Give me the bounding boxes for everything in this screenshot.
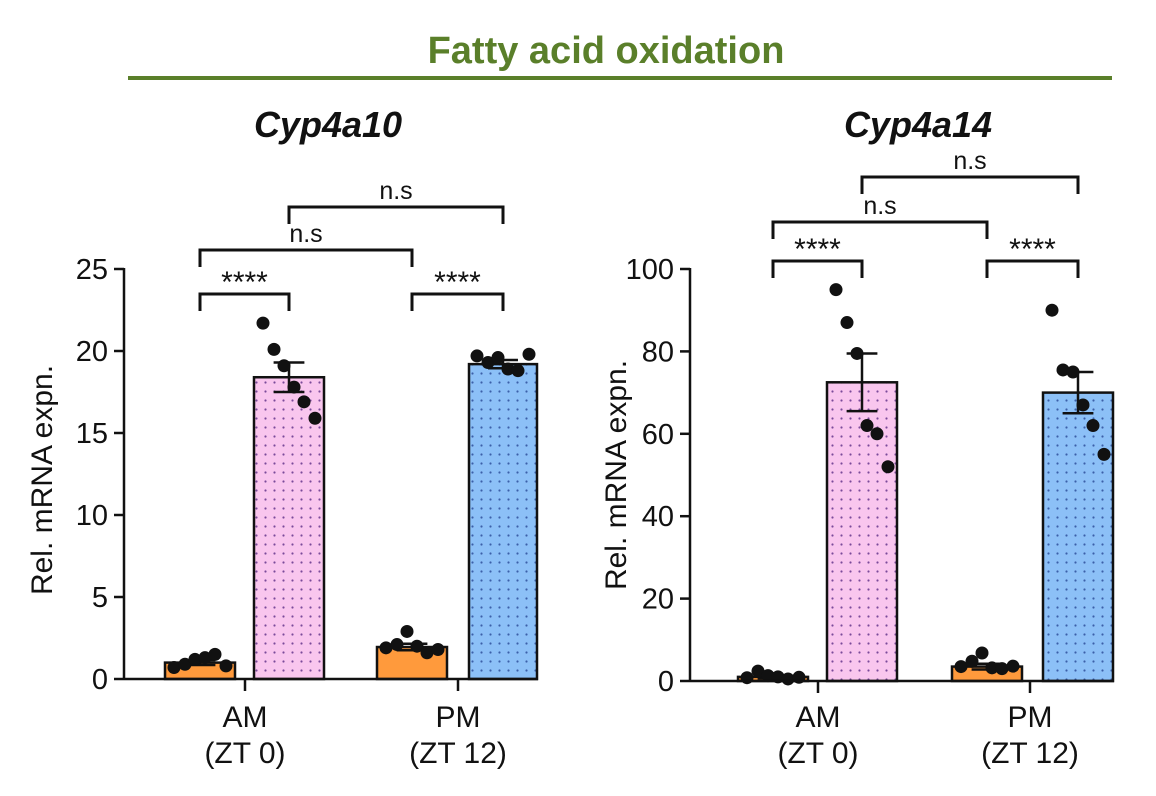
y-tick-label: 25: [76, 254, 108, 286]
panel-title: Cyp4a14: [844, 104, 992, 145]
data-point: [297, 395, 311, 409]
data-point: [1006, 659, 1020, 673]
data-point: [1097, 447, 1111, 461]
data-point: [501, 362, 515, 376]
y-tick-label: 80: [642, 336, 674, 368]
data-point: [1066, 365, 1080, 379]
y-tick-label: 60: [642, 419, 674, 451]
significance-bracket: [198, 248, 414, 267]
data-point: [1045, 303, 1059, 317]
significance-bracket: [771, 220, 989, 239]
ns-label: n.s: [379, 177, 412, 205]
data-point: [995, 662, 1009, 676]
data-point: [740, 671, 754, 685]
data-point: [219, 659, 233, 673]
data-point: [1056, 363, 1070, 377]
category-label: AM: [223, 701, 268, 734]
category-sublabel: (ZT 12): [409, 737, 507, 770]
significance-label: ****: [221, 266, 268, 299]
bar-pm-blue: [1041, 391, 1115, 683]
data-point: [491, 351, 505, 365]
data-point: [954, 660, 968, 674]
data-point: [410, 639, 424, 653]
data-point: [379, 641, 393, 655]
data-point: [277, 359, 291, 373]
category-label: PM: [1008, 701, 1053, 734]
y-tick-label: 40: [642, 501, 674, 533]
data-point: [1086, 419, 1100, 433]
y-tick-label: 20: [76, 336, 108, 368]
data-point: [511, 364, 525, 378]
data-point: [829, 283, 843, 297]
significance-label: ****: [1009, 233, 1056, 266]
data-point: [431, 642, 445, 656]
category-label: PM: [436, 701, 481, 734]
significance-label: ****: [794, 233, 841, 266]
y-axis-label: Rel. mRNA expn.: [26, 365, 59, 595]
data-point: [267, 342, 281, 356]
ns-label: n.s: [953, 147, 986, 175]
bar-am-pink: [252, 375, 326, 681]
significance-bracket: [860, 175, 1080, 194]
significance-bracket: [985, 259, 1080, 278]
category-sublabel: (ZT 12): [981, 737, 1079, 770]
category-label: AM: [796, 701, 841, 734]
data-point: [985, 661, 999, 675]
data-point: [522, 347, 536, 361]
data-point: [840, 316, 854, 330]
y-tick-label: 100: [626, 254, 674, 286]
data-point: [208, 647, 222, 661]
data-point: [761, 669, 775, 683]
data-point: [870, 427, 884, 441]
figure-title: Fatty acid oxidation: [428, 30, 785, 72]
data-point: [198, 651, 212, 665]
y-tick-label: 20: [642, 584, 674, 616]
y-tick-label: 5: [92, 582, 108, 614]
data-point: [470, 349, 484, 363]
y-tick-label: 0: [92, 664, 108, 696]
category-sublabel: (ZT 0): [204, 737, 285, 770]
data-point: [881, 460, 895, 474]
data-point: [178, 657, 192, 671]
panel-title: Cyp4a10: [254, 104, 402, 145]
panel-cyp4a10: Cyp4a10 Rel. mRNA expn. AM (ZT 0) PM (ZT…: [26, 104, 539, 770]
significance-bracket: [287, 205, 505, 224]
data-point: [287, 380, 301, 394]
ns-label: n.s: [863, 192, 896, 220]
data-point: [965, 654, 979, 668]
significance-bracket: [771, 259, 864, 278]
data-point: [390, 638, 404, 652]
data-point: [256, 316, 270, 330]
bar-pm-blue: [467, 362, 539, 681]
data-point: [1076, 398, 1090, 412]
significance-label: ****: [434, 266, 481, 299]
y-tick-label: 0: [658, 666, 674, 698]
data-point: [400, 624, 414, 638]
bar-am-pink: [825, 381, 899, 683]
y-tick-label: 15: [76, 418, 108, 450]
data-point: [751, 664, 765, 678]
y-tick-label: 10: [76, 500, 108, 532]
ns-label: n.s: [289, 220, 322, 248]
data-point: [481, 355, 495, 369]
data-point: [167, 661, 181, 675]
data-point: [308, 411, 322, 425]
data-point: [188, 652, 202, 666]
category-sublabel: (ZT 0): [777, 737, 858, 770]
panel-cyp4a14: Cyp4a14 Rel. mRNA expn. AM (ZT 0) PM (ZT…: [600, 104, 1115, 770]
data-point: [420, 646, 434, 660]
y-axis-label: Rel. mRNA expn.: [600, 360, 633, 590]
data-point: [975, 646, 989, 660]
data-point: [850, 346, 864, 360]
significance-bracket: [198, 292, 291, 311]
significance-bracket: [410, 292, 505, 311]
data-point: [781, 672, 795, 686]
data-point: [860, 419, 874, 433]
